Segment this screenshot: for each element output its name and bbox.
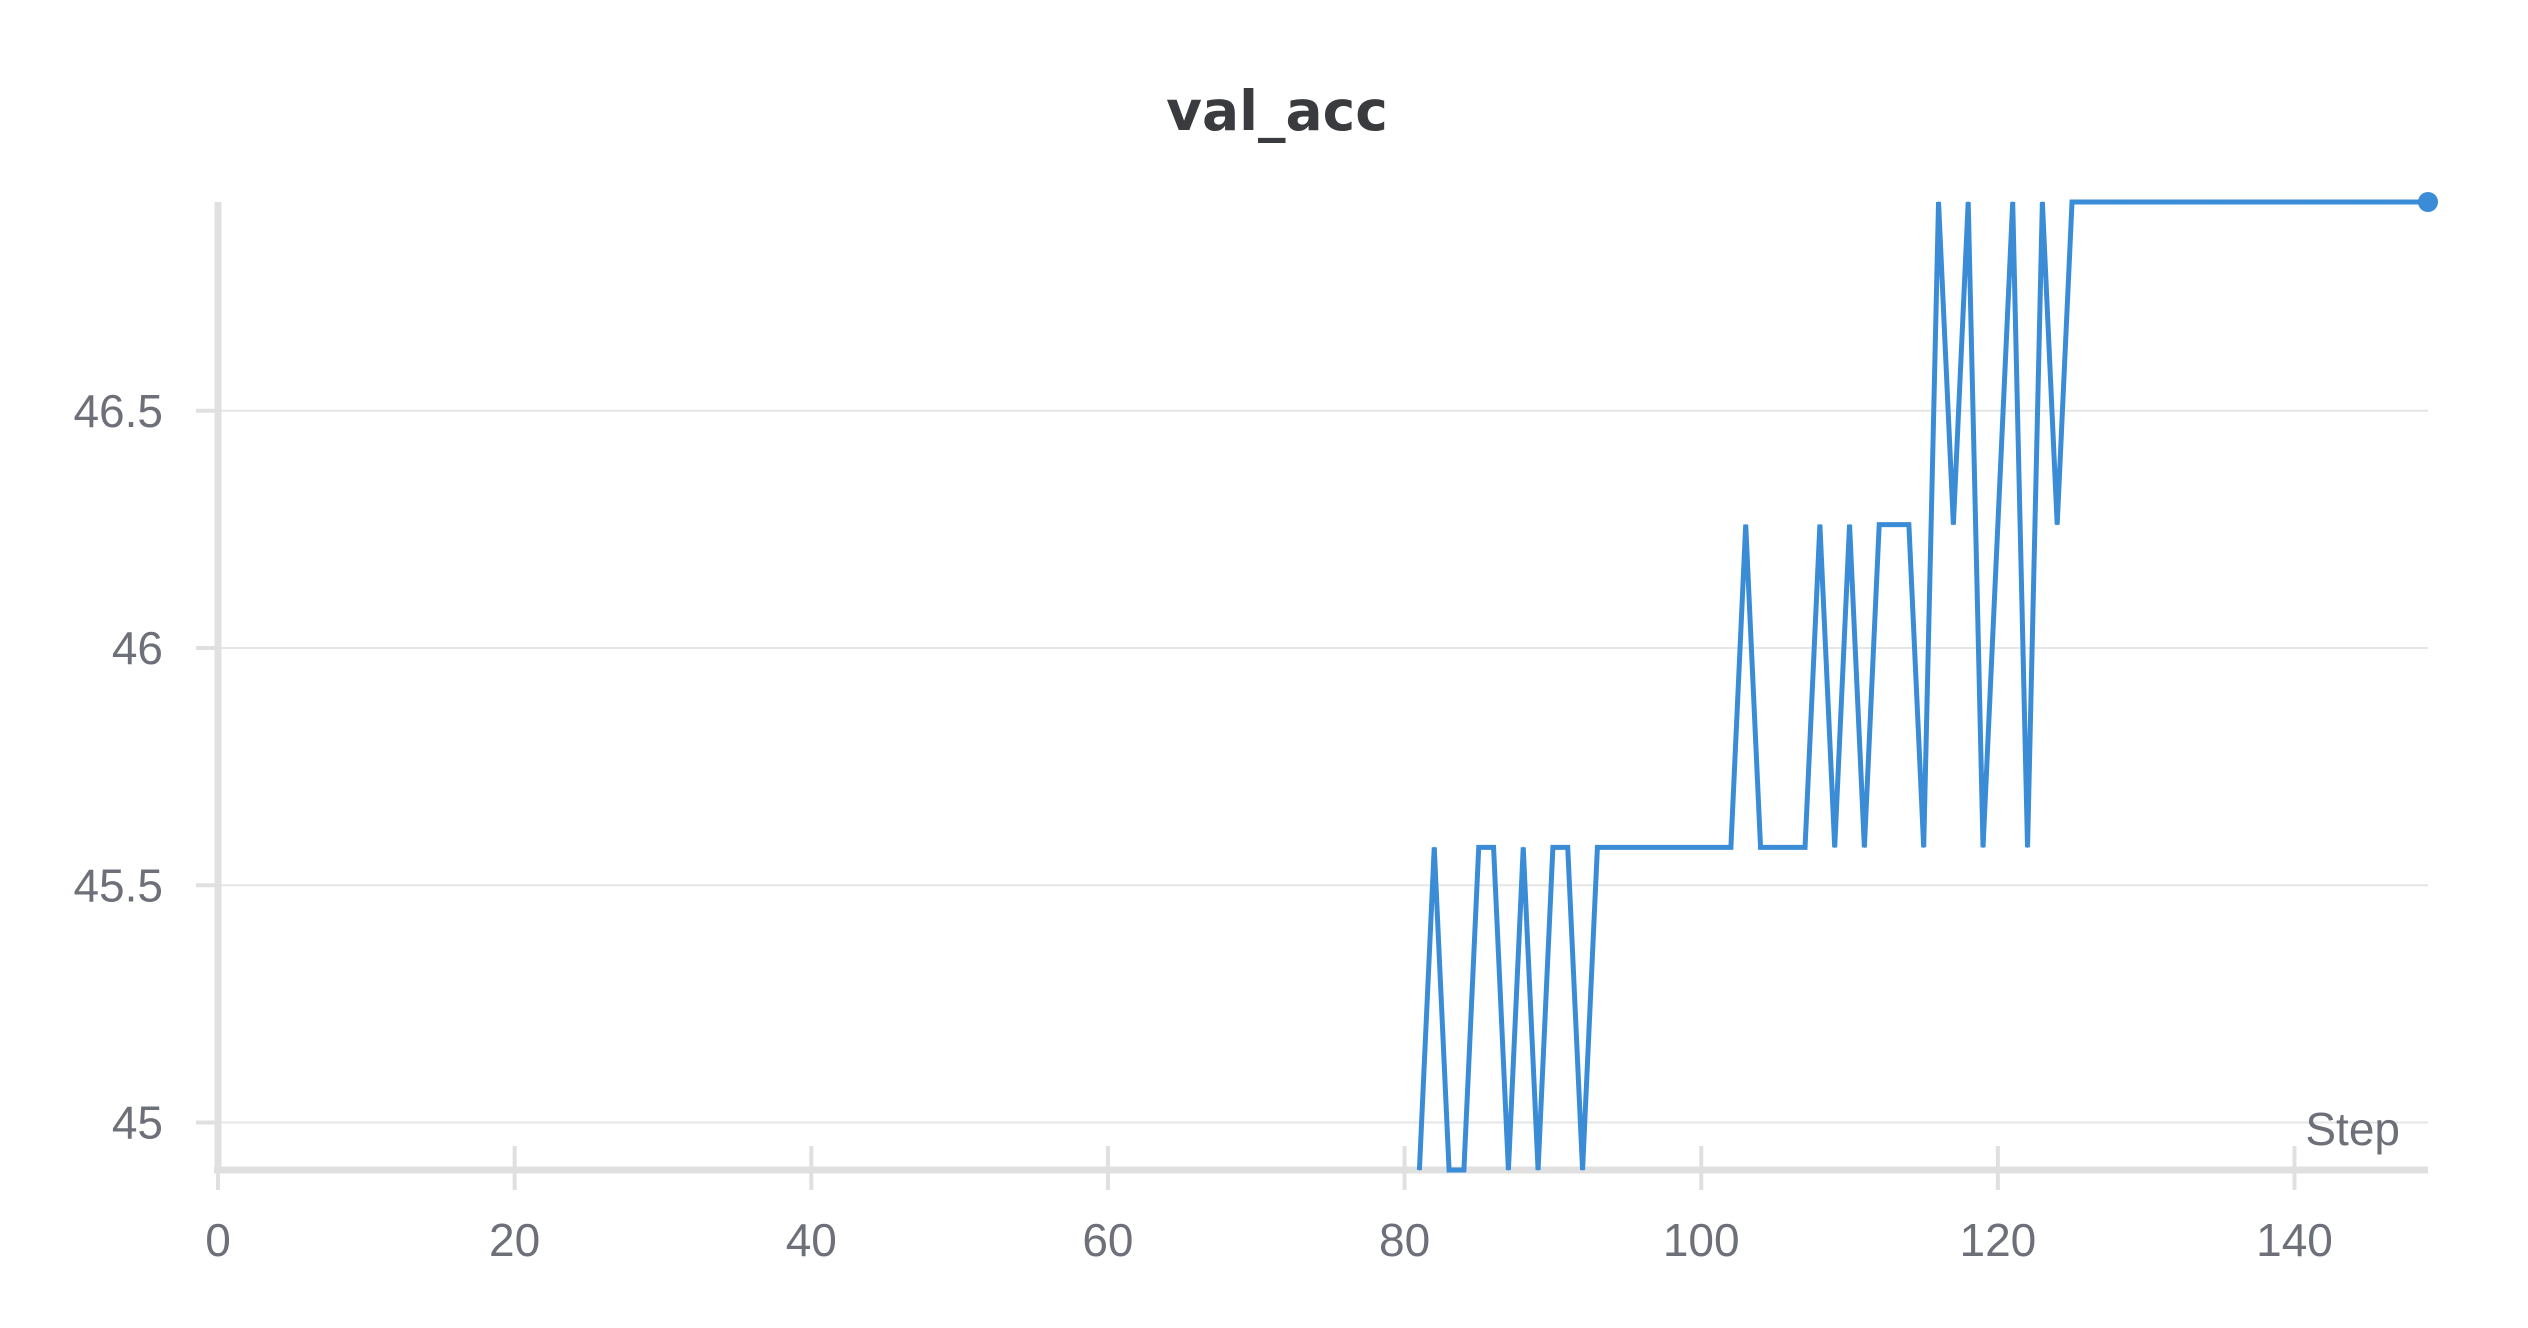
last-point-marker (2418, 192, 2438, 212)
data-point (2249, 201, 2251, 203)
data-point (2264, 201, 2266, 203)
data-point (1952, 524, 1954, 526)
data-point (1789, 846, 1791, 848)
data-point (1552, 846, 1554, 848)
x-tick-label: 40 (786, 1214, 837, 1266)
data-point (1848, 524, 1851, 526)
data-point (2279, 201, 2281, 203)
data-point (1537, 1169, 1539, 1171)
data-point (1685, 846, 1687, 848)
data-point (2115, 201, 2118, 203)
data-point (2412, 201, 2414, 203)
x-axis-label: Step (2305, 1103, 2400, 1155)
data-point (1478, 846, 1480, 848)
data-point (1819, 524, 1821, 526)
axes: 45 45.5 46 46.5 0 20 40 60 80 100 120 140 (73, 202, 2428, 1266)
y-tick-label: 46.5 (73, 385, 163, 437)
data-point (2056, 524, 2058, 526)
data-point (1908, 524, 1910, 526)
y-tick-label: 45 (112, 1097, 163, 1149)
data-point (1448, 1169, 1450, 1171)
data-point (1611, 846, 1613, 848)
data-point (1433, 846, 1435, 848)
data-point (2130, 201, 2132, 203)
data-point (1715, 846, 1717, 848)
data-point (1700, 846, 1702, 848)
series-layer (1416, 192, 2438, 1173)
data-point (2012, 201, 2014, 203)
data-point (2353, 201, 2355, 203)
series-line (1416, 199, 2428, 1173)
chart-title: val_acc (1166, 79, 1388, 143)
data-point (2308, 201, 2310, 203)
data-point (1759, 846, 1762, 848)
data-point (1522, 846, 1524, 848)
x-tick-label: 100 (1663, 1214, 1740, 1266)
data-point (2086, 201, 2088, 203)
data-point (2219, 201, 2221, 203)
data-point (1581, 1169, 1584, 1171)
data-point (2234, 201, 2236, 203)
x-tick-label: 60 (1082, 1214, 1133, 1266)
data-point (2338, 201, 2340, 203)
data-point (2026, 846, 2029, 848)
x-tick-label: 80 (1379, 1214, 1430, 1266)
data-point (1670, 846, 1673, 848)
data-point (1804, 846, 1806, 848)
data-point (1567, 846, 1569, 848)
data-point (1730, 846, 1732, 848)
data-point (1774, 846, 1776, 848)
data-point (1937, 201, 1940, 203)
data-point (1923, 846, 1925, 848)
data-point (2160, 201, 2162, 203)
data-point (1492, 846, 1495, 848)
data-point (1596, 846, 1598, 848)
data-point (1982, 846, 1984, 848)
data-point (2041, 201, 2043, 203)
data-point (2368, 201, 2370, 203)
data-point (1418, 1169, 1421, 1171)
data-point (2397, 201, 2399, 203)
x-tick-label: 120 (1959, 1214, 2036, 1266)
data-point (1626, 846, 1628, 848)
data-point (1967, 201, 1969, 203)
data-point (1834, 846, 1836, 848)
data-point (1463, 1169, 1465, 1171)
data-point (2382, 201, 2385, 203)
data-point (1893, 524, 1895, 526)
data-point (2190, 201, 2192, 203)
data-point (2293, 201, 2296, 203)
data-point (2101, 201, 2103, 203)
data-point (2175, 201, 2177, 203)
data-point (2323, 201, 2325, 203)
data-point (2145, 201, 2147, 203)
data-point (2204, 201, 2207, 203)
x-tick-label: 140 (2256, 1214, 2333, 1266)
data-point (1878, 524, 1880, 526)
x-tick-label: 20 (489, 1214, 540, 1266)
data-point (1997, 524, 1999, 526)
grid-lines (218, 409, 2428, 1124)
y-tick-label: 45.5 (73, 859, 163, 911)
y-tick-label: 46 (112, 622, 163, 674)
x-tick-label: 0 (205, 1214, 231, 1266)
data-point (1507, 1169, 1510, 1171)
data-point (1656, 846, 1658, 848)
data-point (1745, 524, 1747, 526)
data-point (1641, 846, 1643, 848)
data-point (1863, 846, 1865, 848)
data-point (2071, 201, 2073, 203)
